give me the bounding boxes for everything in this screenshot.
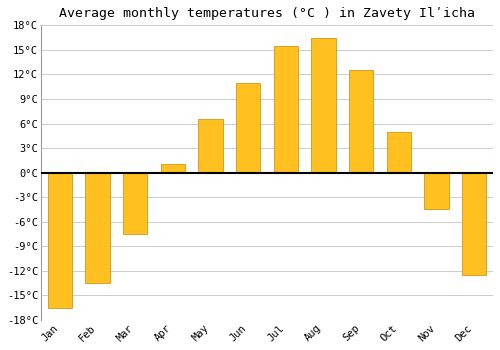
Bar	[123, 173, 148, 234]
Bar	[236, 83, 260, 173]
Bar	[312, 37, 336, 173]
Bar	[349, 70, 374, 173]
Bar	[386, 132, 411, 173]
Bar	[424, 173, 449, 209]
Title: Average monthly temperatures (°C ) in Zavety Ilʹicha: Average monthly temperatures (°C ) in Za…	[59, 7, 475, 20]
Bar	[274, 46, 298, 173]
Bar	[48, 173, 72, 308]
Bar	[85, 173, 110, 283]
Bar	[160, 164, 185, 173]
Bar	[462, 173, 486, 275]
Bar	[198, 119, 222, 173]
